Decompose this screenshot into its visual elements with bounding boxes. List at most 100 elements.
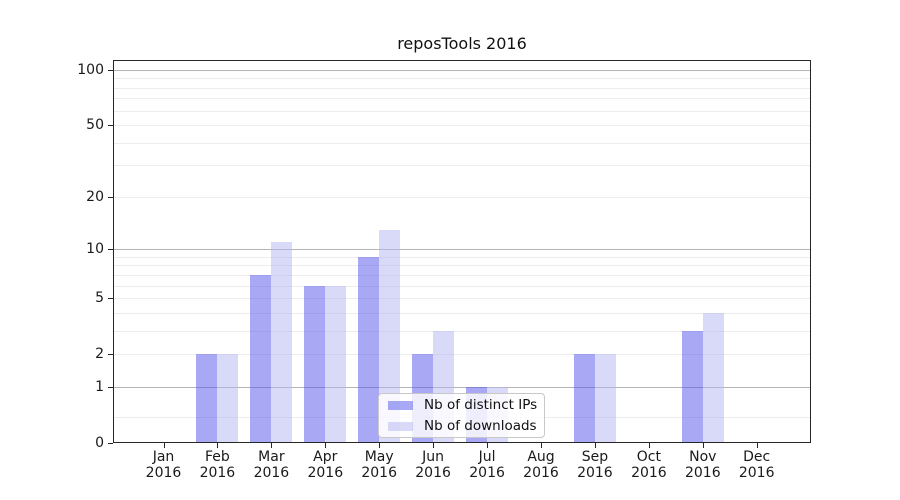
x-tick-year: 2016 bbox=[415, 465, 451, 481]
x-tick-month: Apr bbox=[313, 449, 338, 465]
x-tick-mark bbox=[648, 443, 650, 448]
bar-downloads bbox=[325, 285, 347, 443]
x-tick-mark bbox=[379, 443, 381, 448]
y-tick-mark bbox=[108, 354, 113, 356]
x-tick-mark bbox=[163, 443, 165, 448]
x-tick-label: Dec 2016 bbox=[725, 449, 789, 481]
x-tick-month: Sep bbox=[581, 449, 609, 465]
x-tick-label: Jan 2016 bbox=[132, 449, 196, 481]
x-tick-year: 2016 bbox=[307, 465, 344, 481]
bar-distinct-ips bbox=[304, 285, 326, 443]
legend-label: Nb of downloads bbox=[424, 418, 537, 434]
x-tick-label: Feb 2016 bbox=[185, 449, 249, 481]
x-tick-label: Oct 2016 bbox=[617, 449, 681, 481]
x-tick-year: 2016 bbox=[523, 465, 559, 481]
x-tick-mark bbox=[541, 443, 542, 448]
minor-gridline bbox=[113, 330, 811, 332]
x-tick-month: Mar bbox=[258, 449, 285, 465]
minor-gridline bbox=[113, 165, 811, 167]
minor-gridline bbox=[113, 298, 811, 300]
legend-row-downloads: Nb of downloads bbox=[388, 418, 544, 435]
x-tick-month: Jun bbox=[422, 449, 445, 465]
minor-gridline bbox=[113, 125, 811, 126]
x-tick-month: Jan bbox=[152, 449, 175, 465]
x-tick-mark bbox=[217, 443, 219, 448]
legend-swatch bbox=[388, 400, 413, 410]
y-tick-mark bbox=[108, 443, 113, 444]
y-tick-label: 5 bbox=[95, 290, 104, 307]
y-tick-label: 10 bbox=[86, 241, 104, 258]
x-tick-year: 2016 bbox=[631, 465, 667, 481]
x-tick-label: Sep 2016 bbox=[563, 449, 627, 481]
x-tick-mark bbox=[756, 443, 758, 448]
x-tick-mark bbox=[325, 443, 327, 448]
minor-gridline bbox=[113, 78, 811, 80]
x-tick-label: Apr 2016 bbox=[293, 449, 357, 481]
x-tick-year: 2016 bbox=[145, 465, 182, 481]
x-tick-month: May bbox=[364, 449, 394, 465]
y-tick-mark bbox=[108, 386, 113, 388]
minor-gridline bbox=[113, 265, 811, 267]
x-tick-month: Oct bbox=[636, 449, 661, 465]
bar-distinct-ips bbox=[250, 274, 272, 443]
x-tick-month: Dec bbox=[743, 449, 771, 465]
x-tick-year: 2016 bbox=[199, 465, 236, 481]
minor-gridline bbox=[113, 312, 811, 314]
x-tick-label: Mar 2016 bbox=[239, 449, 303, 481]
x-tick-mark bbox=[702, 443, 704, 448]
x-tick-label: Aug 2016 bbox=[509, 449, 573, 481]
minor-gridline bbox=[113, 110, 811, 112]
legend: Nb of distinct IPs Nb of downloads bbox=[378, 393, 545, 438]
y-tick-mark bbox=[108, 125, 113, 126]
x-tick-year: 2016 bbox=[361, 465, 397, 481]
chart-title: reposTools 2016 bbox=[397, 34, 527, 53]
bar-distinct-ips bbox=[358, 256, 380, 443]
y-tick-label: 1 bbox=[95, 378, 104, 395]
bar-downloads bbox=[379, 229, 401, 443]
x-tick-mark bbox=[594, 443, 596, 448]
y-tick-label: 20 bbox=[86, 188, 104, 205]
minor-gridline bbox=[113, 274, 811, 276]
y-tick-label: 0 bbox=[95, 435, 104, 451]
bar-distinct-ips bbox=[196, 354, 218, 443]
minor-gridline bbox=[113, 354, 811, 356]
legend-swatch bbox=[388, 421, 413, 431]
x-tick-month: Nov bbox=[689, 449, 717, 465]
major-gridline bbox=[113, 386, 811, 388]
x-tick-year: 2016 bbox=[684, 465, 721, 481]
y-tick-label: 50 bbox=[86, 117, 104, 133]
x-tick-label: Nov 2016 bbox=[671, 449, 735, 481]
bar-downloads bbox=[702, 312, 724, 443]
x-tick-year: 2016 bbox=[253, 465, 290, 481]
minor-gridline bbox=[113, 196, 811, 198]
minor-gridline bbox=[113, 256, 811, 258]
x-tick-month: Jul bbox=[478, 449, 496, 465]
minor-gridline bbox=[113, 285, 811, 287]
plot-area bbox=[113, 60, 811, 443]
x-tick-label: Jun 2016 bbox=[401, 449, 465, 481]
x-tick-label: Jul 2016 bbox=[455, 449, 519, 481]
x-tick-mark bbox=[487, 443, 489, 448]
minor-gridline bbox=[113, 142, 811, 144]
bar-distinct-ips bbox=[681, 330, 703, 443]
minor-gridline bbox=[113, 87, 811, 89]
x-tick-mark bbox=[271, 443, 273, 448]
x-tick-month: Aug bbox=[527, 449, 555, 465]
x-tick-month: Feb bbox=[204, 449, 230, 465]
bar-downloads bbox=[594, 354, 616, 443]
x-tick-year: 2016 bbox=[469, 465, 505, 481]
y-tick-label: 100 bbox=[77, 61, 104, 78]
major-gridline bbox=[113, 249, 811, 251]
y-tick-mark bbox=[108, 196, 113, 198]
bar-downloads bbox=[217, 354, 239, 443]
x-tick-mark bbox=[433, 443, 435, 448]
legend-label: Nb of distinct IPs bbox=[424, 397, 538, 413]
x-tick-label: May 2016 bbox=[347, 449, 411, 481]
y-tick-label: 2 bbox=[95, 346, 104, 363]
minor-gridline bbox=[113, 98, 811, 100]
x-tick-year: 2016 bbox=[738, 465, 775, 481]
y-tick-mark bbox=[108, 69, 113, 71]
y-tick-mark bbox=[108, 249, 113, 251]
bar-downloads bbox=[271, 242, 293, 443]
